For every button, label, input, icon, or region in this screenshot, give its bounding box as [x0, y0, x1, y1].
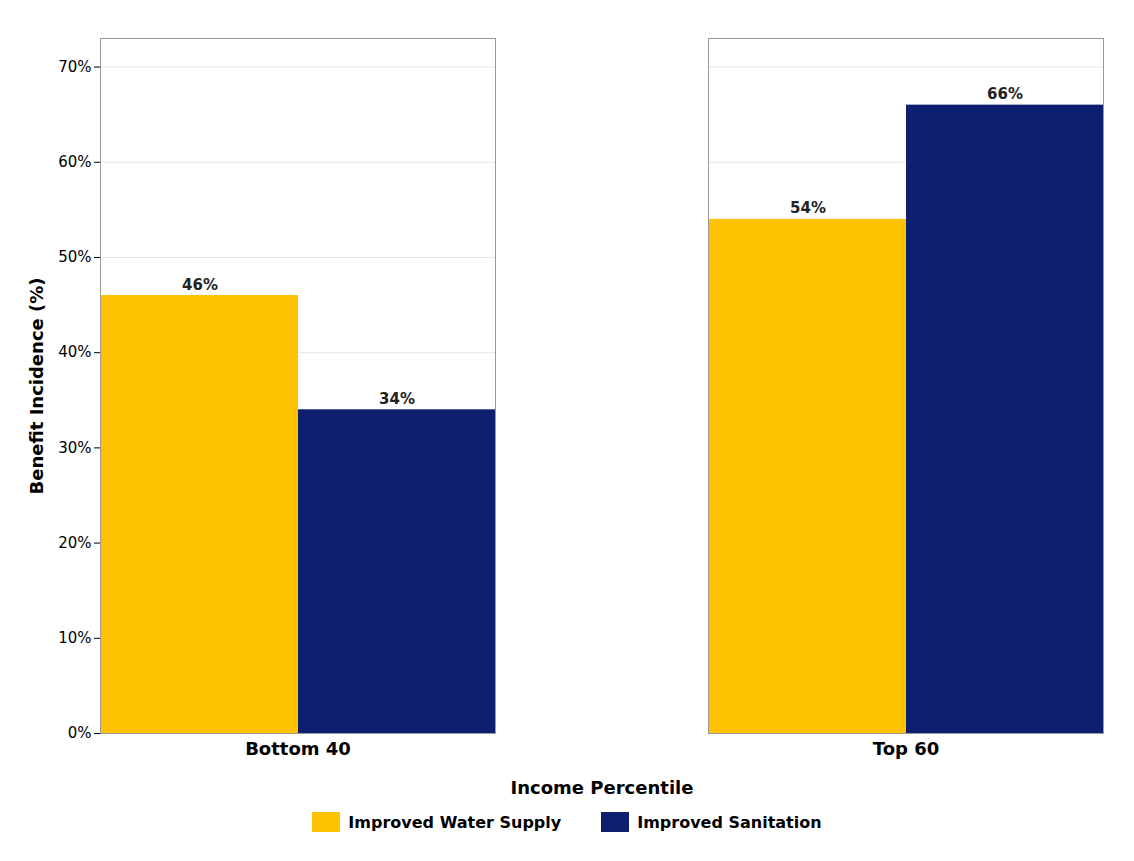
svg-text:54%: 54%: [790, 199, 826, 217]
svg-text:Income Percentile: Income Percentile: [511, 777, 694, 798]
svg-text:20%: 20%: [58, 534, 91, 552]
svg-text:0%: 0%: [68, 724, 92, 742]
html-text:Improved Water Supply: Improved Water Supply: [348, 812, 562, 832]
svg-text:Benefit Incidence (%): Benefit Incidence (%): [26, 277, 47, 494]
svg-text:10%: 10%: [58, 629, 91, 647]
svg-text:50%: 50%: [58, 248, 91, 266]
svg-text:30%: 30%: [58, 439, 91, 457]
svg-text:40%: 40%: [58, 343, 91, 361]
svg-text:70%: 70%: [58, 58, 91, 76]
svg-text:34%: 34%: [379, 390, 415, 408]
svg-text:Top 60: Top 60: [873, 738, 939, 759]
svg-text:Bottom 40: Bottom 40: [245, 738, 351, 759]
html-text:Improved Sanitation: Improved Sanitation: [637, 812, 822, 832]
svg-text:60%: 60%: [58, 153, 91, 171]
svg-text:46%: 46%: [182, 276, 218, 294]
svg-text:66%: 66%: [987, 85, 1023, 103]
